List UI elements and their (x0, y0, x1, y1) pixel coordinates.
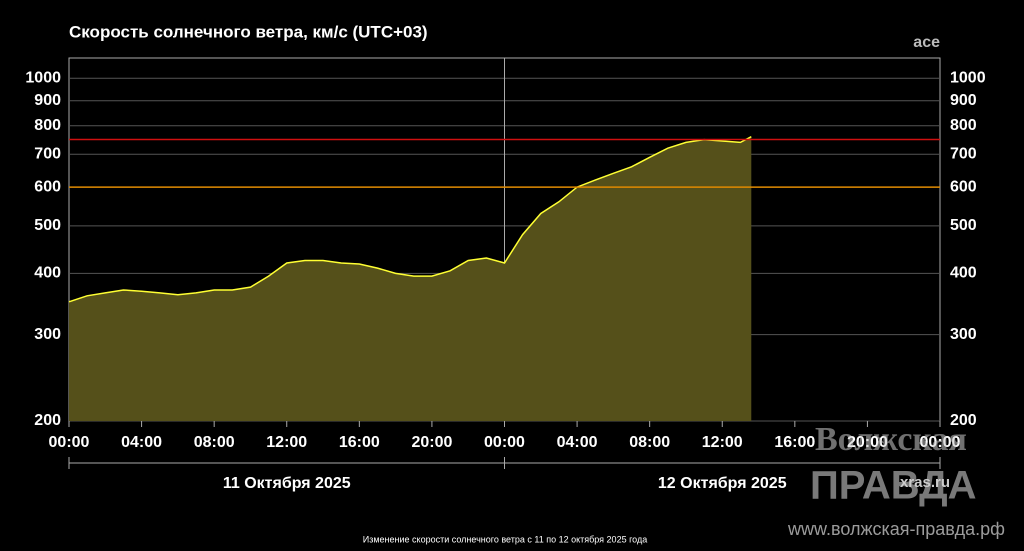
area-fill (69, 136, 752, 421)
y-tick-label: 400 (34, 265, 61, 282)
y-tick-label: 500 (34, 217, 61, 234)
y-tick-label: 900 (34, 92, 61, 109)
y-tick-label-right: 500 (950, 217, 977, 234)
date-label: 12 Октября 2025 (658, 475, 787, 492)
y-tick-label-right: 600 (950, 178, 977, 195)
x-tick-label: 16:00 (774, 434, 815, 451)
date-label: 11 Октября 2025 (223, 475, 351, 492)
y-tick-label: 800 (34, 117, 61, 134)
x-tick-label: 12:00 (702, 434, 743, 451)
y-tick-label-right: 900 (950, 92, 977, 109)
x-tick-label: 16:00 (339, 434, 380, 451)
source-label: ace (913, 34, 940, 51)
speed-line (68, 136, 752, 303)
y-tick-label-right: 800 (950, 117, 977, 134)
site-label: xras.ru (900, 474, 950, 491)
x-tick-label: 12:00 (266, 434, 307, 451)
y-tick-label: 200 (34, 412, 61, 429)
x-tick-label: 04:00 (121, 434, 162, 451)
y-tick-label-right: 700 (950, 145, 977, 162)
y-tick-label: 1000 (25, 70, 61, 87)
watermark-url: www.волжская-правда.рф (787, 519, 1005, 539)
y-tick-label-right: 200 (950, 412, 977, 429)
x-tick-label: 00:00 (484, 434, 525, 451)
watermark: Волжская (815, 421, 967, 458)
y-tick-label: 700 (34, 145, 61, 162)
x-tick-label: 20:00 (847, 434, 888, 451)
y-tick-label-right: 400 (950, 265, 977, 282)
watermark: ПРАВДА (810, 464, 977, 508)
caption: Изменение скорости солнечного ветра с 11… (363, 534, 647, 544)
plot: 200 200 300 300 400 400 500 500 600 600 700 700 800 8… (25, 57, 986, 492)
y-tick-label-right: 300 (950, 326, 977, 343)
x-tick-label: 00:00 (920, 434, 961, 451)
x-tick-label: 04:00 (557, 434, 598, 451)
chart-title: Скорость солнечного ветра, км/с (UTC+03) (69, 22, 428, 41)
x-tick-label: 08:00 (629, 434, 670, 451)
x-tick-label: 08:00 (194, 434, 235, 451)
x-tick-label: 20:00 (411, 434, 452, 451)
x-tick-label: 00:00 (49, 434, 90, 451)
y-tick-label-right: 1000 (950, 70, 986, 87)
y-tick-label: 300 (34, 326, 61, 343)
y-tick-label: 600 (34, 178, 61, 195)
